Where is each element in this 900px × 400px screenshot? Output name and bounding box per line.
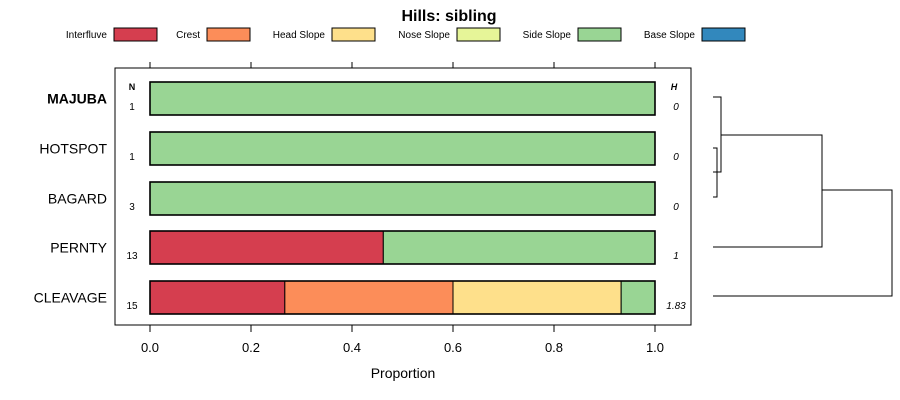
dendrogram-branch: [713, 189, 893, 297]
x-tick-label: 0.6: [444, 340, 462, 355]
h-column-header: H: [671, 82, 678, 92]
x-tick-label: 0.8: [545, 340, 563, 355]
bar-segment: [382, 230, 656, 265]
bar-segment: [149, 230, 384, 265]
legend-label: Crest: [176, 30, 200, 41]
bars: MAJUBA 1 0 HOTSPOT 1 0 BAGARD 3 0 PERNTY 13 1 CLEAVA…: [34, 81, 686, 315]
row-h-value: 0: [673, 202, 679, 213]
row-n-value: 3: [129, 202, 135, 213]
dendrogram-branch: [713, 134, 823, 248]
bar-segment: [284, 280, 454, 315]
bar-outline: [149, 230, 656, 265]
legend-label: Side Slope: [523, 30, 572, 41]
row-label: BAGARD: [48, 191, 107, 207]
x-tick-label: 0.0: [141, 340, 159, 355]
legend: Interfluve Crest Head Slope Nose Slope Side …: [66, 27, 746, 42]
x-tick-label: 0.2: [242, 340, 260, 355]
bar-outline: [149, 81, 656, 116]
row-n-value: 1: [129, 102, 135, 113]
n-column-header: N: [129, 82, 136, 92]
legend-label: Head Slope: [273, 30, 326, 41]
row-h-value: 0: [673, 102, 679, 113]
dendrogram-branch: [713, 147, 718, 198]
row-label: HOTSPOT: [39, 141, 107, 157]
bar-segment: [620, 280, 656, 315]
row-h-value: 0: [673, 152, 679, 163]
x-axis-title: Proportion: [371, 365, 436, 381]
legend-swatch: [206, 27, 251, 42]
legend-swatch: [701, 27, 746, 42]
legend-swatch: [577, 27, 622, 42]
row-label: MAJUBA: [47, 91, 107, 107]
bar-outline: [149, 131, 656, 166]
legend-label: Base Slope: [644, 30, 696, 41]
bar-segment: [149, 280, 286, 315]
legend-label: Interfluve: [66, 30, 108, 41]
bar-outline: [149, 280, 656, 315]
row-n-value: 13: [126, 251, 138, 262]
row-h-value: 1.83: [666, 301, 686, 312]
bar-segment: [149, 131, 656, 166]
row-n-value: 15: [126, 301, 138, 312]
legend-label: Nose Slope: [398, 30, 450, 41]
bar-segment: [452, 280, 622, 315]
row-h-value: 1: [673, 251, 679, 262]
dendrogram: [713, 96, 893, 297]
legend-swatch: [113, 27, 158, 42]
chart-title: Hills: sibling: [401, 8, 496, 25]
plot-frame: [114, 67, 692, 326]
bar-outline: [149, 181, 656, 216]
row-n-value: 1: [129, 152, 135, 163]
legend-swatch: [456, 27, 501, 42]
row-label: CLEAVAGE: [34, 290, 107, 306]
bar-segment: [149, 181, 656, 216]
x-axis: 0.0 0.2 0.4 0.6 0.8 1.0: [141, 62, 664, 355]
x-tick-label: 1.0: [646, 340, 664, 355]
bar-segment: [149, 81, 656, 116]
x-tick-label: 0.4: [343, 340, 361, 355]
row-label: PERNTY: [50, 240, 107, 256]
legend-swatch: [331, 27, 376, 42]
